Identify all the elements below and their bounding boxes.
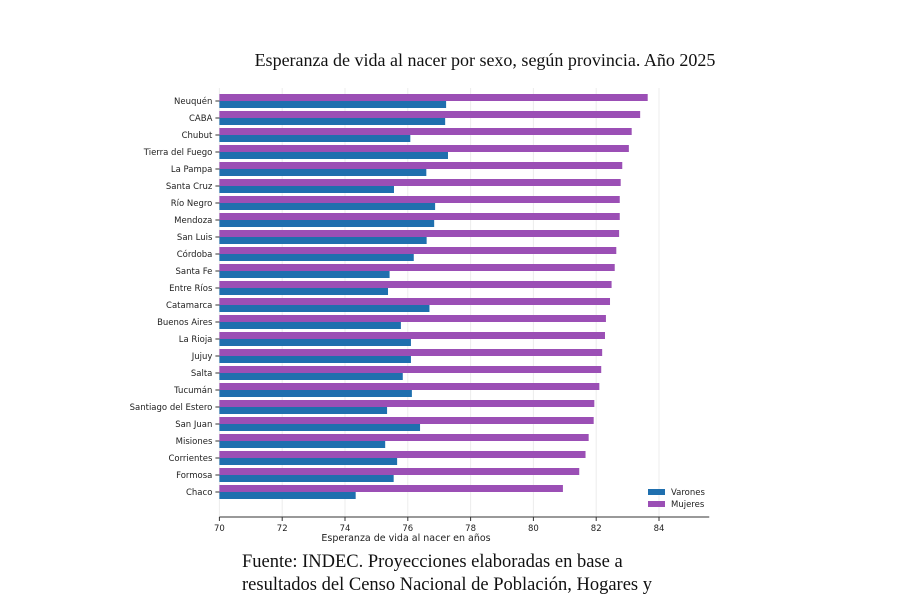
y-tick-label: Formosa: [176, 471, 212, 481]
bar-varones: [219, 169, 427, 176]
legend-swatch-varones: [648, 489, 665, 495]
bar-mujeres: [219, 349, 603, 356]
bar-mujeres: [219, 94, 648, 101]
bar-varones: [219, 424, 421, 431]
x-axis-label: Esperanza de vida al nacer en años: [321, 533, 490, 544]
bar-varones: [219, 135, 411, 142]
y-tick-label: Córdoba: [177, 249, 213, 260]
bar-varones: [219, 441, 386, 448]
x-tick-label: 72: [277, 524, 288, 534]
y-tick-label: Santiago del Estero: [130, 403, 213, 413]
y-tick-label: La Pampa: [171, 165, 212, 175]
x-tick-label: 70: [214, 524, 225, 534]
bar-varones: [219, 101, 447, 108]
x-tick-label: 76: [402, 524, 413, 534]
y-tick-label: Catamarca: [166, 301, 212, 311]
bar-mujeres: [219, 383, 600, 390]
bar-varones: [219, 271, 390, 278]
y-tick-label: Salta: [191, 369, 213, 379]
bar-mujeres: [219, 264, 615, 271]
y-tick-label: Corrientes: [168, 454, 213, 464]
bar-varones: [219, 203, 436, 210]
y-tick-label: Buenos Aires: [157, 318, 213, 328]
bar-mujeres: [219, 298, 611, 305]
y-tick-label: La Rioja: [179, 335, 213, 345]
bar-mujeres: [219, 332, 605, 339]
y-tick-label: Río Negro: [171, 199, 213, 209]
bar-varones: [219, 152, 448, 159]
bar-mujeres: [219, 417, 594, 424]
bar-mujeres: [219, 315, 606, 322]
bar-mujeres: [219, 434, 589, 441]
bar-mujeres: [219, 485, 563, 492]
y-tick-label: Tucumán: [173, 386, 212, 396]
bar-mujeres: [219, 247, 617, 254]
y-tick-label: Mendoza: [174, 216, 212, 226]
bar-mujeres: [219, 162, 623, 169]
y-tick-label: Chubut: [182, 131, 213, 141]
bar-varones: [219, 373, 403, 380]
bar-varones: [219, 254, 414, 261]
chart-title: Esperanza de vida al nacer por sexo, seg…: [255, 50, 716, 70]
bar-varones: [219, 390, 412, 397]
y-tick-label: Chaco: [186, 488, 212, 498]
legend-swatch-mujeres: [648, 501, 665, 507]
legend-label-mujeres: Mujeres: [671, 500, 705, 510]
bar-varones: [219, 118, 446, 125]
bar-mujeres: [219, 281, 612, 288]
y-tick-label: Neuquén: [174, 96, 212, 107]
x-tick-label: 78: [465, 524, 476, 534]
y-tick-label: San Juan: [175, 420, 212, 430]
bar-varones: [219, 305, 430, 312]
legend: Varones Mujeres: [648, 488, 705, 510]
x-tick-label: 84: [654, 524, 665, 534]
bar-varones: [219, 237, 427, 244]
y-tick-label: Jujuy: [191, 352, 213, 362]
bar-varones: [219, 356, 411, 363]
footer-source-line-1: Fuente: INDEC. Proyecciones elaboradas e…: [242, 552, 623, 572]
bar-mujeres: [219, 366, 602, 373]
footer-source-line-2: resultados del Censo Nacional de Poblaci…: [242, 575, 652, 595]
bar-mujeres: [219, 128, 632, 135]
bar-varones: [219, 186, 394, 193]
bar-mujeres: [219, 111, 641, 118]
bar-varones: [219, 288, 389, 295]
x-tick-label: 74: [340, 524, 351, 534]
y-tick-label: Santa Fe: [176, 267, 213, 277]
bar-mujeres: [219, 179, 621, 186]
bar-mujeres: [219, 230, 620, 237]
y-tick-label: Misiones: [176, 437, 213, 447]
x-tick-label: 80: [528, 524, 539, 534]
bar-mujeres: [219, 196, 620, 203]
bar-varones: [219, 492, 356, 499]
bar-varones: [219, 475, 394, 482]
bar-varones: [219, 407, 388, 414]
bar-varones: [219, 322, 401, 329]
bar-varones: [219, 339, 411, 346]
x-tick-label: 82: [591, 524, 602, 534]
bar-mujeres: [219, 468, 580, 475]
y-tick-label: Entre Ríos: [169, 284, 213, 294]
bar-varones: [219, 458, 398, 465]
y-tick-label: CABA: [189, 114, 213, 124]
y-tick-label: San Luis: [177, 233, 213, 243]
legend-label-varones: Varones: [671, 488, 705, 498]
y-tick-label: Tierra del Fuego: [143, 148, 213, 158]
y-tick-label: Santa Cruz: [166, 182, 213, 192]
bar-mujeres: [219, 213, 620, 220]
bar-mujeres: [219, 145, 629, 152]
bar-mujeres: [219, 400, 595, 407]
bar-mujeres: [219, 451, 586, 458]
bar-varones: [219, 220, 435, 227]
